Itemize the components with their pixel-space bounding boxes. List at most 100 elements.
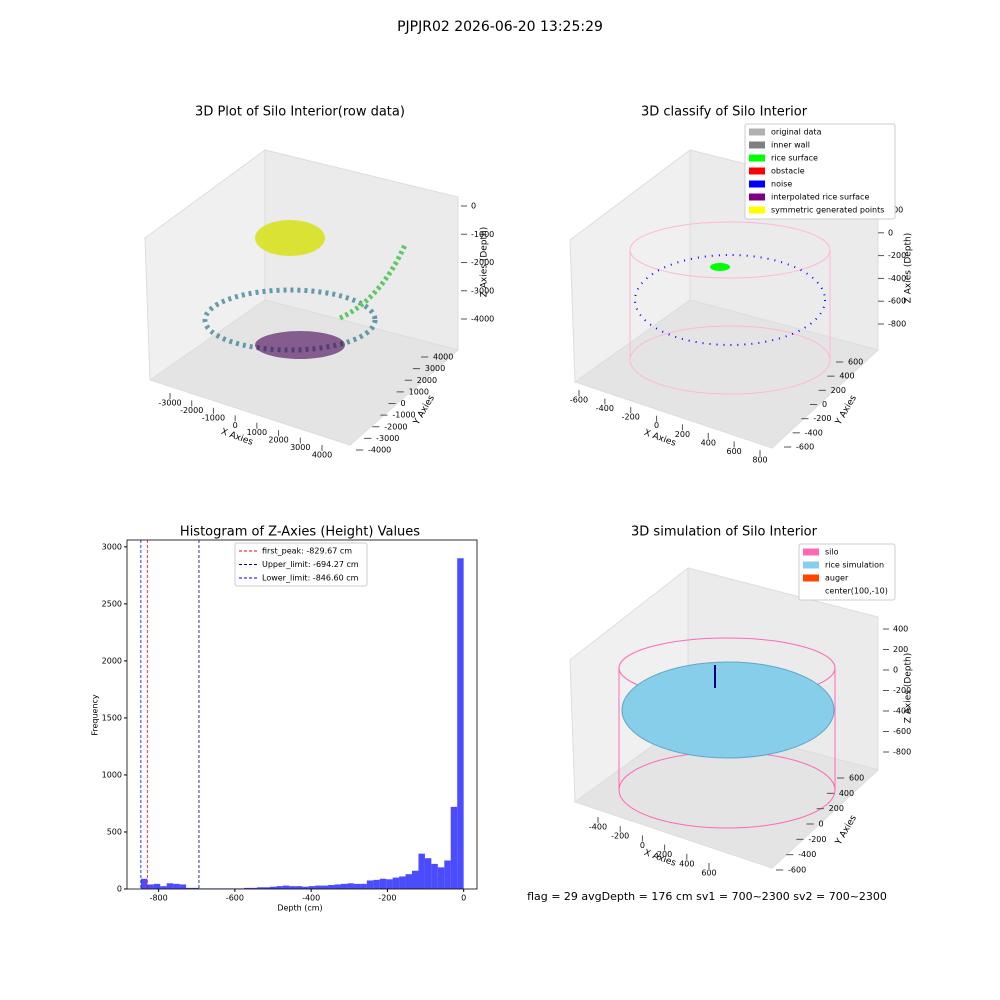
- x-tick-label: 600: [727, 447, 742, 456]
- legend-label: obstacle: [771, 167, 805, 176]
- legend-swatch: [749, 206, 765, 214]
- rice-surface: [621, 661, 835, 759]
- x-axis-label: X Axies: [642, 428, 677, 449]
- bar: [424, 858, 432, 889]
- y-tick-label: 0: [819, 820, 824, 829]
- bar: [315, 885, 322, 889]
- bar: [366, 880, 374, 889]
- legend-label: inner wall: [771, 141, 810, 150]
- bar: [437, 867, 445, 889]
- legend-label: interpolated rice surface: [771, 193, 869, 202]
- footer-annotation: flag = 29 avgDepth = 176 cm sv1 = 700~23…: [527, 890, 887, 903]
- y-tick-label: -200: [808, 835, 826, 844]
- x-tick-label: -2000: [180, 406, 203, 415]
- legend-label: noise: [771, 180, 792, 189]
- x-tick-label: -3000: [158, 399, 181, 408]
- x-tick-label: -600: [226, 894, 244, 903]
- y-tick-label: 600: [849, 774, 864, 783]
- legend-label: center(100,-10): [825, 587, 888, 596]
- x-tick-label: 4000: [312, 451, 332, 460]
- bar: [192, 887, 199, 889]
- chart-title: Histogram of Z-Axies (Height) Values: [180, 525, 420, 540]
- legend-label: original data: [771, 128, 822, 137]
- bar: [153, 883, 161, 889]
- x-tick-label: 400: [679, 859, 694, 868]
- legend-box: [234, 542, 368, 587]
- x-tick-label: 0: [640, 841, 645, 850]
- chart-title: 3D Plot of Silo Interior(row data): [195, 105, 405, 120]
- y-tick-label: 3000: [425, 364, 445, 373]
- x-tick-label: -200: [622, 413, 640, 422]
- y-tick-label: -3000: [376, 434, 399, 443]
- legend-label: auger: [825, 574, 849, 583]
- bar: [341, 883, 348, 889]
- y-axis-label: Y Axies: [833, 813, 859, 847]
- bar: [431, 863, 438, 889]
- z-tick-label: -200: [888, 251, 906, 260]
- y-tick-label: 0: [401, 399, 406, 408]
- z-tick-label: 400: [893, 625, 908, 634]
- bar: [276, 886, 283, 889]
- bar: [244, 887, 251, 889]
- bar: [166, 883, 174, 889]
- bar: [353, 883, 361, 889]
- legend-swatch: [803, 561, 819, 569]
- x-tick-label: 200: [657, 850, 672, 859]
- bar: [289, 886, 296, 889]
- bar: [347, 883, 354, 889]
- y-tick-label: 2000: [417, 376, 437, 385]
- legend-box: [798, 543, 896, 601]
- x-tick-label: 400: [701, 438, 716, 447]
- bar: [269, 886, 277, 889]
- legend-label: Upper_limit: -694.27 cm: [262, 560, 359, 569]
- x-tick-label: 2000: [268, 436, 288, 445]
- y-tick-label: 2500: [102, 599, 122, 608]
- y-tick-label: 0: [822, 400, 827, 409]
- z-axis-label: Z Axies (Depth): [480, 227, 490, 298]
- x-tick-label: 1000: [247, 428, 267, 437]
- legend-box: [744, 123, 896, 220]
- legend-swatch: [749, 193, 765, 201]
- z-tick-label: -400: [893, 707, 911, 716]
- point-cloud: [255, 220, 325, 256]
- bar: [308, 886, 316, 889]
- bar: [186, 887, 193, 889]
- bar: [360, 883, 367, 889]
- point-cloud: [202, 287, 378, 353]
- bar: [373, 879, 380, 889]
- y-tick-label: 600: [848, 358, 863, 367]
- legend-label: rice surface: [771, 154, 818, 163]
- bar: [321, 885, 329, 889]
- legend-label: first_peak: -829.67 cm: [262, 547, 352, 556]
- figure-title: PJPJR02 2026-06-20 13:25:29: [397, 19, 603, 35]
- z-tick-label: 0: [471, 202, 476, 211]
- bar: [179, 884, 187, 889]
- pane: [573, 719, 880, 869]
- legend-label: Lower_limit: -846.60 cm: [262, 574, 359, 583]
- y-tick-label: -400: [805, 428, 823, 437]
- z-tick-label: 200: [888, 206, 903, 215]
- y-tick-label: 400: [839, 789, 854, 798]
- legend-label: rice simulation: [825, 561, 884, 570]
- z-tick-label: 200: [893, 645, 908, 654]
- bar: [457, 558, 464, 889]
- bar: [282, 885, 290, 889]
- legend-swatch: [749, 141, 765, 149]
- legend-swatch: [749, 180, 765, 188]
- x-tick-label: -800: [150, 894, 168, 903]
- point-cloud: [255, 331, 345, 359]
- z-axis-label: Z Axies (Depth): [904, 233, 914, 304]
- z-tick-label: -4000: [471, 315, 494, 324]
- x-tick-label: -400: [302, 894, 320, 903]
- bar: [250, 887, 258, 889]
- bar: [334, 884, 342, 889]
- bar: [160, 886, 167, 889]
- y-axis-label: Y Axies: [833, 393, 859, 427]
- y-tick-label: -1000: [392, 411, 415, 420]
- x-axis-label: Depth (cm): [277, 904, 322, 913]
- z-tick-label: -3000: [471, 286, 494, 295]
- y-tick-label: 0: [117, 885, 122, 894]
- axes-frame: [126, 539, 478, 890]
- bar: [444, 860, 451, 889]
